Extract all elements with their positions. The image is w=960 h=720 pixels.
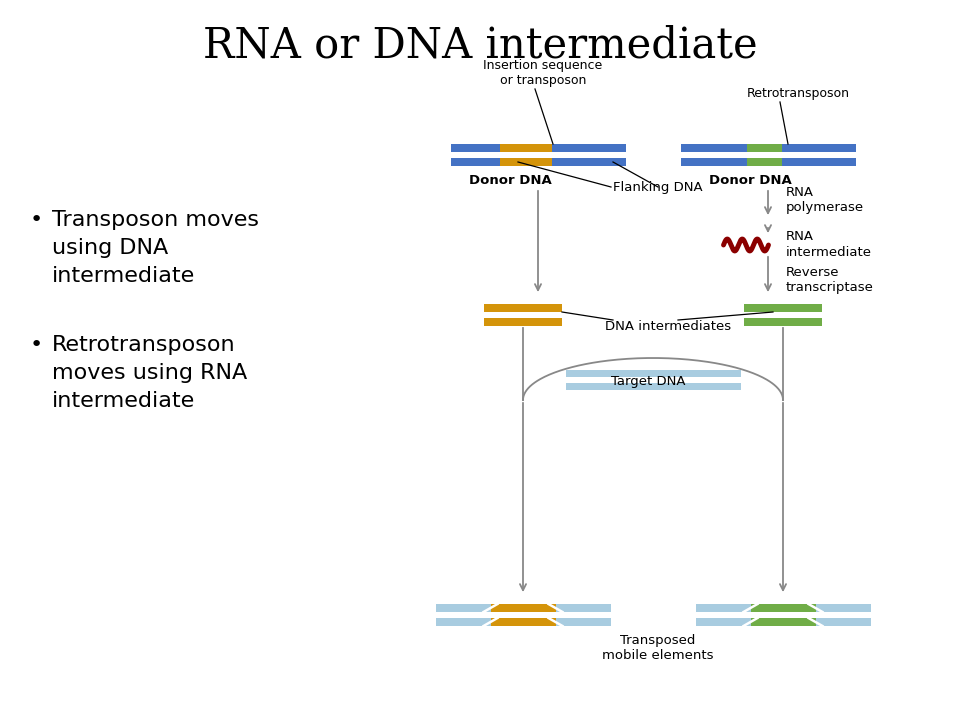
Text: Insertion sequence
or transposon: Insertion sequence or transposon <box>484 59 603 87</box>
Text: Target DNA: Target DNA <box>611 374 685 387</box>
Bar <box>744 318 822 326</box>
Text: •: • <box>30 210 43 230</box>
Text: Retrotransposon
moves using RNA
intermediate: Retrotransposon moves using RNA intermed… <box>52 335 248 411</box>
Bar <box>565 383 740 390</box>
Bar <box>751 604 815 612</box>
Bar <box>499 158 552 166</box>
Text: Transposed
mobile elements: Transposed mobile elements <box>602 634 713 662</box>
Bar <box>499 144 552 152</box>
Bar <box>450 158 499 166</box>
Bar <box>681 158 747 166</box>
Bar <box>695 618 871 626</box>
Bar <box>450 144 499 152</box>
Text: Donor DNA: Donor DNA <box>708 174 791 187</box>
Bar <box>491 604 556 612</box>
Bar <box>436 604 611 612</box>
Bar <box>484 304 562 312</box>
Text: Reverse
transcriptase: Reverse transcriptase <box>786 266 874 294</box>
Bar <box>565 370 740 377</box>
Bar <box>552 144 626 152</box>
Bar <box>747 144 782 152</box>
Bar <box>747 158 782 166</box>
Bar <box>491 618 556 626</box>
Text: Donor DNA: Donor DNA <box>468 174 551 187</box>
Text: RNA
polymerase: RNA polymerase <box>786 186 864 215</box>
Bar <box>782 144 855 152</box>
Text: •: • <box>30 335 43 355</box>
Text: Flanking DNA: Flanking DNA <box>613 181 703 194</box>
Bar <box>695 604 871 612</box>
Text: RNA or DNA intermediate: RNA or DNA intermediate <box>203 25 757 67</box>
Bar <box>436 618 611 626</box>
Bar <box>782 158 855 166</box>
Text: Transposon moves
using DNA
intermediate: Transposon moves using DNA intermediate <box>52 210 259 286</box>
Text: RNA
intermediate: RNA intermediate <box>786 230 872 259</box>
Bar <box>744 304 822 312</box>
Bar <box>751 618 815 626</box>
Bar <box>484 318 562 326</box>
Bar <box>681 144 747 152</box>
Text: DNA intermediates: DNA intermediates <box>605 320 732 333</box>
Bar <box>552 158 626 166</box>
Text: Retrotransposon: Retrotransposon <box>747 87 850 100</box>
